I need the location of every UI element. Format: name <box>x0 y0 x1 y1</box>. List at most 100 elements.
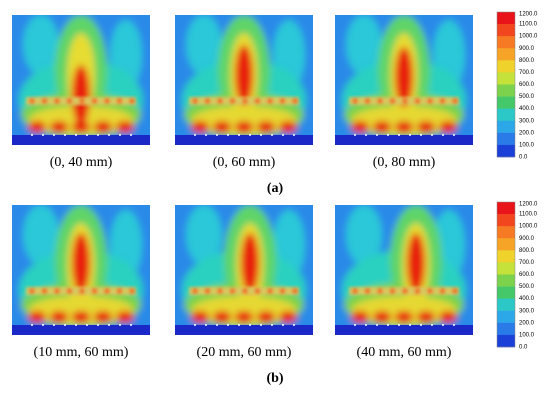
rod <box>414 288 421 294</box>
base <box>12 325 150 335</box>
node <box>205 324 207 326</box>
rods <box>349 97 459 105</box>
blob <box>50 121 68 133</box>
node <box>409 134 411 136</box>
node <box>119 134 121 136</box>
rod <box>267 98 273 104</box>
blob <box>395 121 413 133</box>
blob <box>351 311 369 323</box>
colorbar-tick-label: 300.0 <box>519 308 535 314</box>
panel-label: (0, 60 mm) <box>213 155 276 170</box>
rod <box>452 98 458 104</box>
colorbar-tick-label: 800.0 <box>519 58 535 64</box>
panel-label: (0, 40 mm) <box>50 155 113 170</box>
rod <box>402 98 408 104</box>
colorbar-band <box>497 334 515 348</box>
colorbar-tick-label: 800.0 <box>519 248 535 254</box>
rod <box>129 98 135 104</box>
blob <box>94 311 112 323</box>
rod <box>292 288 298 294</box>
blob <box>116 121 134 133</box>
rod <box>79 288 85 294</box>
colorbar-band <box>497 72 515 85</box>
blob <box>23 15 59 75</box>
node <box>442 134 444 136</box>
node <box>31 134 33 136</box>
node <box>293 134 295 136</box>
blob <box>186 15 222 75</box>
rod <box>452 288 458 294</box>
panel-label: (0, 80 mm) <box>373 155 436 170</box>
node <box>75 134 77 136</box>
node <box>354 134 356 136</box>
rod <box>129 288 135 294</box>
rod <box>377 98 383 104</box>
base <box>175 135 313 145</box>
node <box>453 134 455 136</box>
colorbar-tick-label: 1000.0 <box>519 34 538 40</box>
rod <box>54 288 60 294</box>
colorbar-band <box>497 286 515 299</box>
rod <box>116 98 123 104</box>
base <box>335 325 473 335</box>
node <box>108 324 110 326</box>
blob <box>116 311 134 323</box>
contour-plot <box>335 15 473 145</box>
rod <box>217 288 223 294</box>
node <box>271 134 273 136</box>
rod <box>254 288 261 294</box>
node <box>260 324 262 326</box>
contour-layer <box>175 15 313 145</box>
rod <box>352 98 358 104</box>
colorbar-frame <box>496 11 516 158</box>
node <box>86 324 88 326</box>
blob <box>279 311 297 323</box>
colorbar-band <box>497 250 515 263</box>
rod <box>427 288 433 294</box>
blob <box>213 311 231 323</box>
rod <box>402 288 408 294</box>
blob <box>395 47 413 107</box>
colorbar-frame <box>496 201 516 348</box>
contour-plot <box>335 205 473 335</box>
blob <box>186 205 222 265</box>
colorbar-tick-label: 300.0 <box>519 118 535 124</box>
rod <box>229 288 236 294</box>
colorbar-tick-label: 0.0 <box>519 155 528 161</box>
node <box>227 324 229 326</box>
node <box>97 134 99 136</box>
rod <box>104 288 110 294</box>
node <box>75 324 77 326</box>
node <box>260 134 262 136</box>
node <box>64 324 66 326</box>
colorbar-band <box>497 262 515 275</box>
colorbar-tick-label: 900.0 <box>519 236 535 242</box>
blob <box>417 311 435 323</box>
blob <box>417 121 435 133</box>
rod <box>364 98 371 104</box>
node <box>119 324 121 326</box>
rod <box>279 98 286 104</box>
blob <box>72 65 90 125</box>
colorbar-band <box>497 238 515 251</box>
node <box>86 134 88 136</box>
rod <box>54 98 60 104</box>
blob <box>235 45 253 105</box>
node <box>249 134 251 136</box>
colorbar-band <box>497 84 515 97</box>
rod <box>427 98 433 104</box>
colorbar-band <box>497 120 515 134</box>
node <box>53 324 55 326</box>
blob <box>241 233 259 293</box>
rod <box>377 288 383 294</box>
node <box>431 324 433 326</box>
blob <box>439 121 457 133</box>
rod <box>242 288 248 294</box>
rod <box>29 288 35 294</box>
contour-plot <box>175 15 313 145</box>
node <box>365 324 367 326</box>
colorbar-tick-label: 900.0 <box>519 46 535 52</box>
colorbar-band <box>497 36 515 49</box>
node <box>108 134 110 136</box>
